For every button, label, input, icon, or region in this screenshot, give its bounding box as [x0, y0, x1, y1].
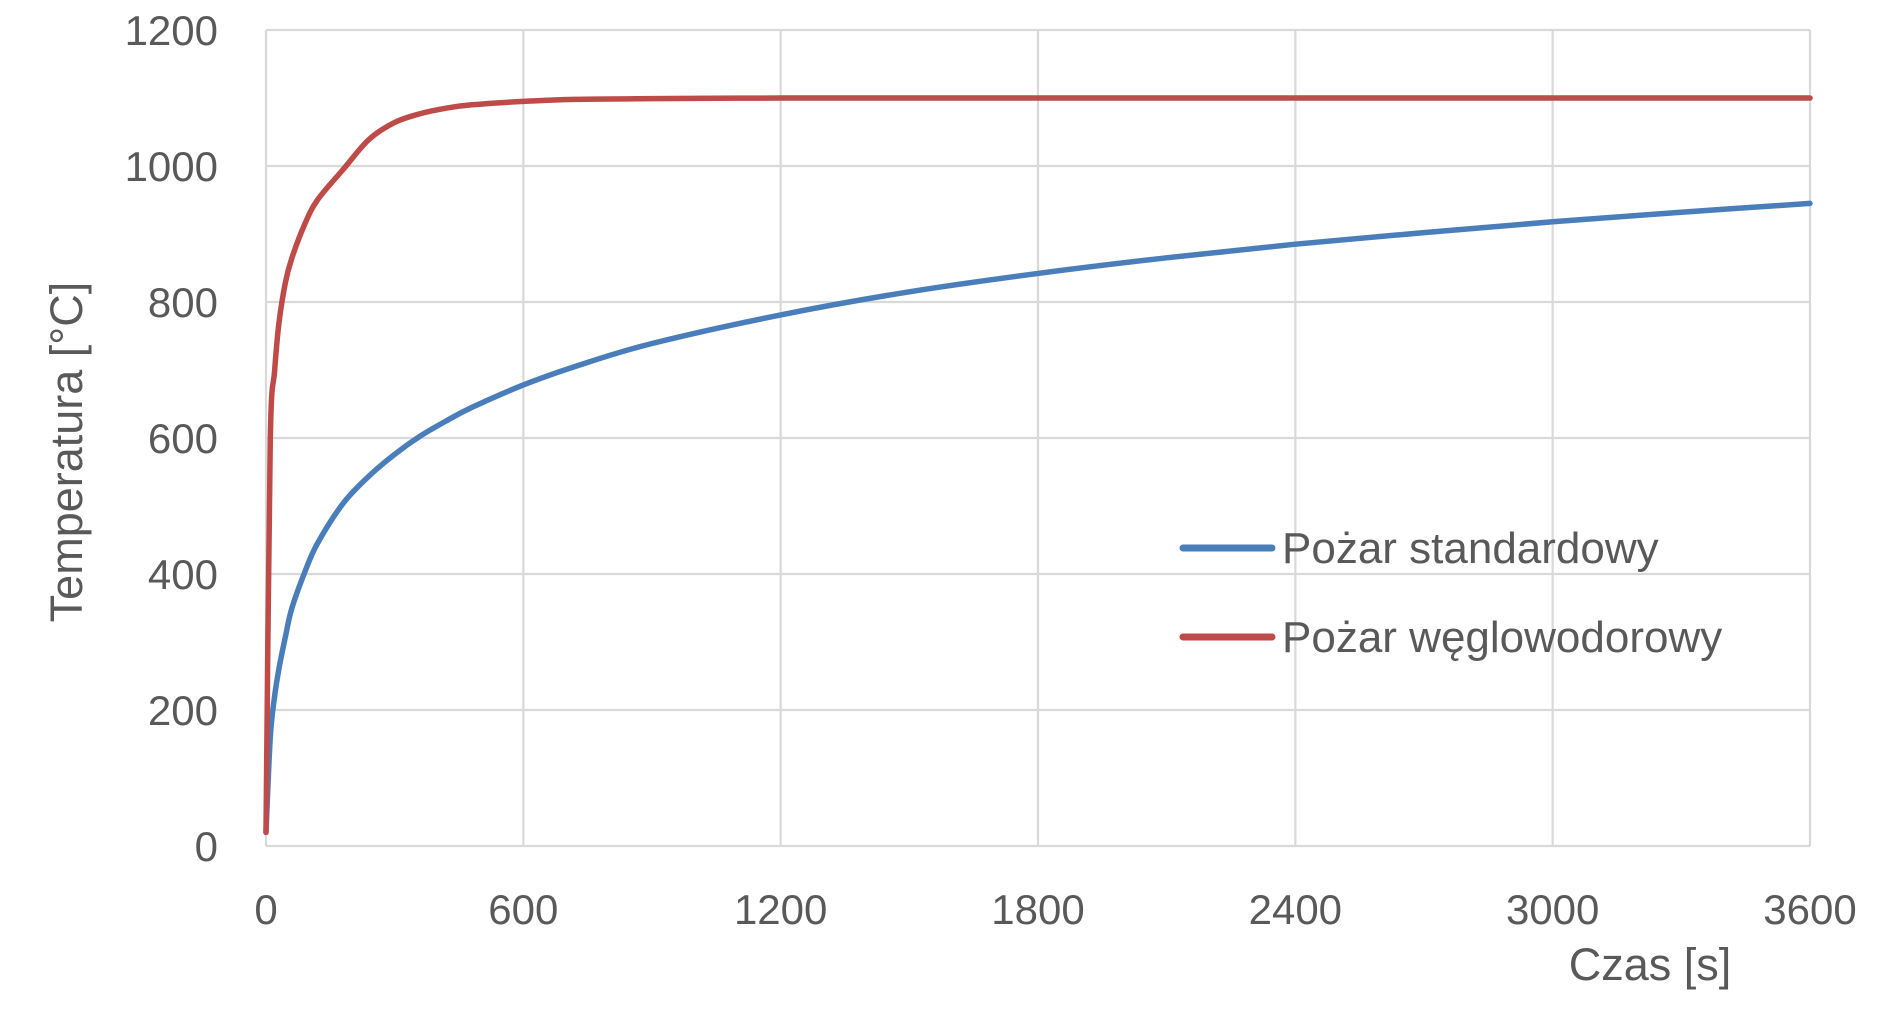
y-tick-label: 200	[148, 687, 218, 734]
x-tick-label: 600	[488, 886, 558, 933]
legend-label-hydrocarbon: Pożar węglowodorowy	[1282, 613, 1722, 662]
x-tick-label: 2400	[1249, 886, 1342, 933]
y-tick-label: 800	[148, 279, 218, 326]
x-tick-label: 0	[254, 886, 277, 933]
y-axis-title: Temperatura [°C]	[41, 282, 92, 623]
y-tick-label: 1200	[125, 7, 218, 54]
tick-labels: 0 200 400 600 800 1000 1200 0 600 1200 1800 2400 300…	[125, 7, 1857, 933]
x-tick-label: 3000	[1506, 886, 1599, 933]
y-tick-label: 0	[195, 823, 218, 870]
legend-item-standard: Pożar standardowy	[1179, 524, 1659, 573]
x-tick-label: 3600	[1763, 886, 1856, 933]
x-tick-label: 1800	[991, 886, 1084, 933]
x-axis-title: Czas [s]	[1569, 939, 1732, 990]
series-line-standard	[263, 200, 1813, 836]
legend: Pożar standardowy Pożar węglowodorowy	[1179, 524, 1722, 662]
y-tick-label: 1000	[125, 143, 218, 190]
y-tick-label: 600	[148, 415, 218, 462]
series-lines	[263, 95, 1813, 836]
x-tick-label: 1200	[734, 886, 827, 933]
grid	[264, 28, 1812, 848]
series-line-hydrocarbon	[263, 95, 1813, 836]
legend-label-standard: Pożar standardowy	[1282, 524, 1659, 573]
y-tick-label: 400	[148, 551, 218, 598]
legend-item-hydrocarbon: Pożar węglowodorowy	[1179, 613, 1722, 662]
